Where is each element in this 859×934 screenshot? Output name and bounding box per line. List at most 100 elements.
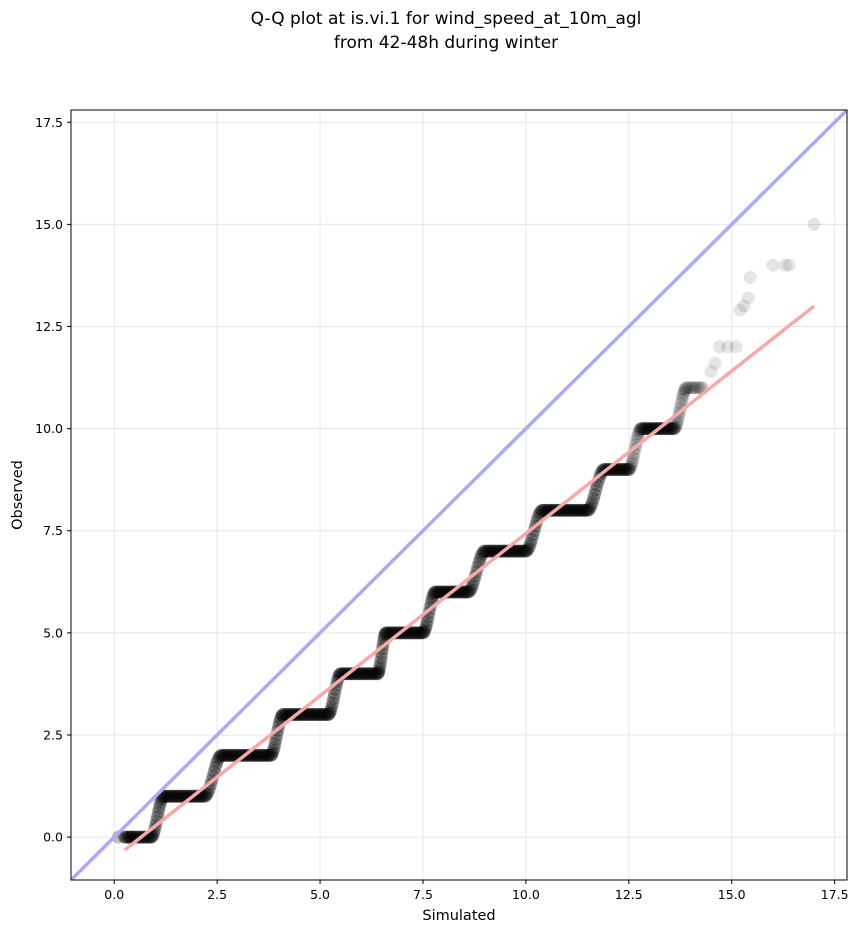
x-axis-label: Simulated <box>422 908 495 924</box>
data-point <box>310 708 324 722</box>
data-point <box>221 748 235 762</box>
data-point <box>119 830 133 844</box>
data-point <box>304 708 318 722</box>
data-point <box>456 585 470 599</box>
data-point <box>712 340 726 354</box>
data-point <box>411 626 425 640</box>
y-axis-label: Observed <box>10 460 26 530</box>
data-point <box>620 462 634 476</box>
data-point <box>318 708 332 722</box>
data-point <box>587 491 601 505</box>
data-point <box>170 789 184 803</box>
data-point <box>521 542 535 556</box>
data-point <box>222 748 236 762</box>
data-point <box>677 386 691 400</box>
data-point <box>634 422 648 436</box>
data-point <box>168 789 182 803</box>
data-point <box>514 544 528 558</box>
data-point <box>196 789 210 803</box>
data-point <box>571 503 585 517</box>
data-point <box>165 789 179 803</box>
data-point <box>199 789 213 803</box>
x-tick-label: 12.5 <box>615 887 643 902</box>
data-point <box>807 217 821 231</box>
data-point <box>224 748 238 762</box>
data-point <box>406 626 420 640</box>
data-point <box>667 422 681 436</box>
data-point <box>378 626 392 640</box>
data-point <box>255 748 269 762</box>
data-point <box>210 757 224 771</box>
data-point <box>460 585 474 599</box>
data-point <box>585 495 599 509</box>
data-point <box>315 708 329 722</box>
data-point <box>625 454 639 468</box>
data-point <box>337 667 351 681</box>
data-point <box>512 544 526 558</box>
data-point <box>631 430 645 444</box>
data-point <box>175 789 189 803</box>
data-point <box>664 422 678 436</box>
data-point <box>681 381 695 395</box>
data-point <box>275 708 289 722</box>
data-point <box>612 462 626 476</box>
data-point <box>579 503 593 517</box>
data-point <box>322 707 336 721</box>
data-point <box>584 498 598 512</box>
data-point <box>559 503 573 517</box>
y-tick-label: 5.0 <box>43 625 63 640</box>
data-point <box>420 614 434 628</box>
data-point <box>552 503 566 517</box>
data-point <box>704 364 718 378</box>
y-tick-label: 15.0 <box>35 217 63 232</box>
data-point <box>462 584 476 598</box>
x-tick-label: 17.5 <box>821 887 849 902</box>
data-point <box>351 667 365 681</box>
data-point <box>684 381 698 395</box>
data-point <box>564 503 578 517</box>
data-point <box>397 626 411 640</box>
data-point <box>373 659 387 673</box>
x-tick-label: 0.0 <box>104 887 124 902</box>
data-point <box>647 422 661 436</box>
data-point <box>589 483 603 497</box>
data-point <box>481 544 495 558</box>
data-point <box>419 621 433 635</box>
data-point <box>430 585 444 599</box>
plot-frame <box>70 109 848 881</box>
y-tick-label: 0.0 <box>43 830 63 845</box>
data-point <box>378 628 392 642</box>
data-point <box>302 708 316 722</box>
chart-title-line-2: from 42-48h during winter <box>334 33 558 53</box>
data-point <box>371 667 385 681</box>
data-point <box>124 830 138 844</box>
data-point <box>577 503 591 517</box>
data-point <box>507 544 521 558</box>
data-point <box>366 667 380 681</box>
data-point <box>689 381 703 395</box>
data-point <box>483 544 497 558</box>
data-point <box>533 506 547 520</box>
data-point <box>524 536 538 550</box>
data-point <box>405 626 419 640</box>
data-point <box>676 389 690 403</box>
data-point <box>562 503 576 517</box>
data-point <box>361 667 375 681</box>
data-point <box>160 789 174 803</box>
y-tick-label: 10.0 <box>35 421 63 436</box>
data-point <box>173 789 187 803</box>
data-point <box>465 580 479 594</box>
data-point <box>389 626 403 640</box>
data-point <box>325 699 339 713</box>
data-point <box>153 797 167 811</box>
data-point <box>567 503 581 517</box>
data-point <box>163 789 177 803</box>
data-point <box>410 626 424 640</box>
data-point <box>741 291 755 305</box>
data-point <box>300 708 314 722</box>
x-tick-label: 15.0 <box>718 887 746 902</box>
y-tick-label: 17.5 <box>35 115 63 130</box>
data-point <box>486 544 500 558</box>
data-point <box>522 539 536 553</box>
